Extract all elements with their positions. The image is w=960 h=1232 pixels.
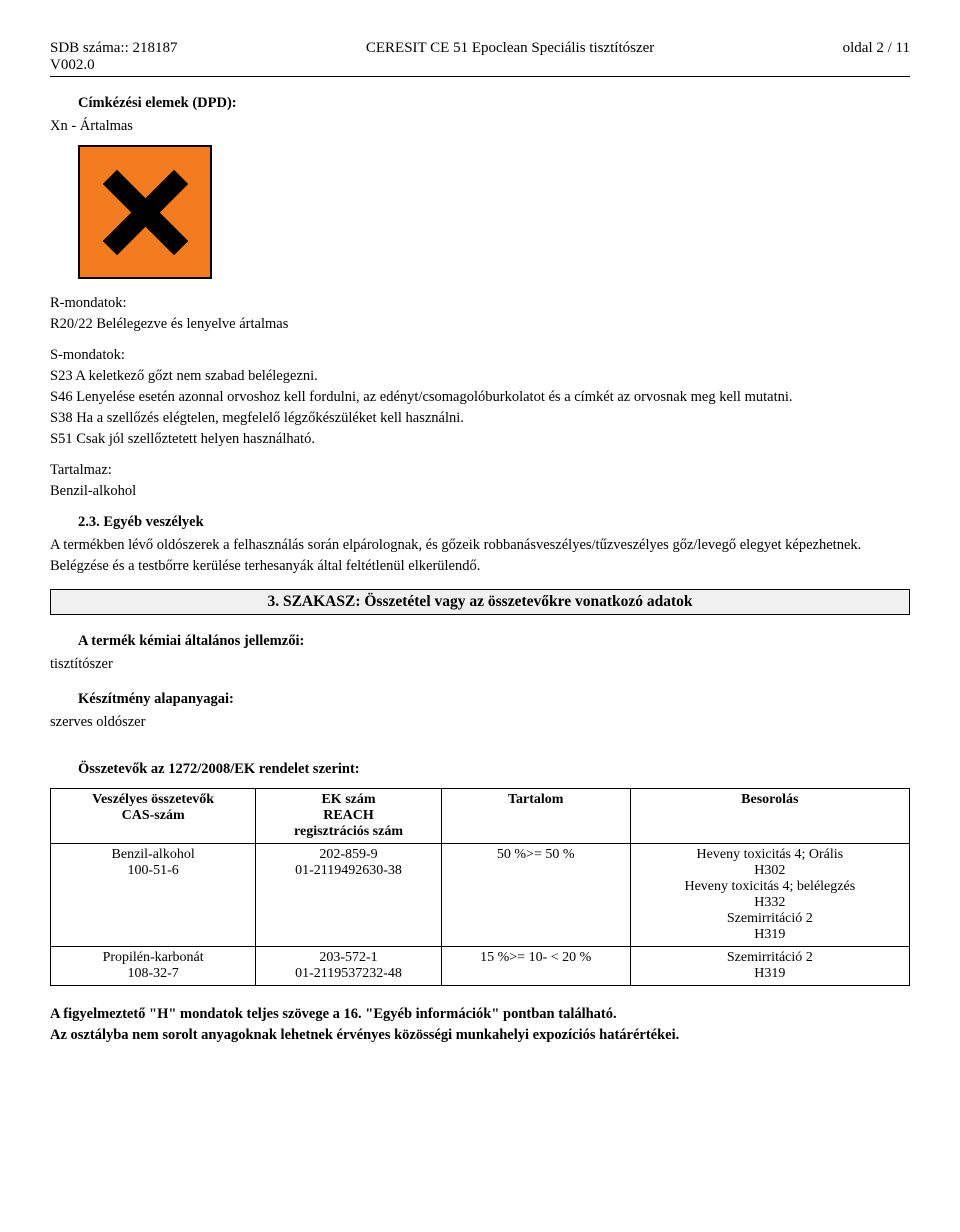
row0-c3: Heveny toxicitás 4; belélegzés	[684, 879, 855, 894]
row0-c6: H319	[754, 927, 785, 942]
table-header-row: Veszélyes összetevők CAS-szám EK szám RE…	[51, 789, 910, 844]
chem-char-value: tisztítószer	[50, 656, 910, 673]
cell-name: Benzil-alkohol 100-51-6	[51, 844, 256, 947]
col-content: Tartalom	[441, 789, 630, 844]
table-row: Propilén-karbonát 108-32-7 203-572-1 01-…	[51, 947, 910, 986]
col-h2a: EK szám	[321, 792, 375, 807]
footer-line2: Az osztályba nem sorolt anyagoknak lehet…	[50, 1027, 910, 1044]
row1-c1: Szemirritáció 2	[727, 950, 813, 965]
cell-class: Szemirritáció 2 H319	[630, 947, 909, 986]
r2022: R20/22 Belélegezve és lenyelve ártalmas	[50, 316, 910, 333]
col-h1b: CAS-szám	[122, 808, 185, 823]
basis-label: Készítmény alapanyagai:	[78, 691, 910, 708]
contains-item: Benzil-alkohol	[50, 483, 910, 500]
row1-reach: 01-2119537232-48	[295, 966, 402, 981]
doc-title: CERESIT CE 51 Epoclean Speciális tisztít…	[366, 40, 654, 56]
version: V002.0	[50, 57, 95, 73]
chem-char-label: A termék kémiai általános jellemzői:	[78, 633, 910, 650]
col-h2b: REACH	[323, 808, 374, 823]
row0-reach: 01-2119492630-38	[295, 863, 402, 878]
col-h2c: regisztrációs szám	[294, 824, 403, 839]
cell-ec: 203-572-1 01-2119537232-48	[256, 947, 442, 986]
header-divider	[50, 76, 910, 77]
contains-label: Tartalmaz:	[50, 462, 910, 479]
row1-c2: H319	[754, 966, 785, 981]
cell-class: Heveny toxicitás 4; Orális H302 Heveny t…	[630, 844, 909, 947]
page-header: SDB száma:: 218187 V002.0 CERESIT CE 51 …	[50, 40, 910, 74]
components-title: Összetevők az 1272/2008/EK rendelet szer…	[78, 761, 910, 778]
other-hazards-line1: A termékben lévő oldószerek a felhasznál…	[50, 537, 910, 554]
r-phrases-label: R-mondatok:	[50, 295, 910, 312]
row0-cas: 100-51-6	[127, 863, 178, 878]
row0-c2: H302	[754, 863, 785, 878]
dpd-classification: Xn - Ártalmas	[50, 118, 910, 135]
cell-content: 50 %>= 50 %	[441, 844, 630, 947]
page-number: oldal 2 / 11	[843, 40, 910, 56]
x-cross-icon	[98, 165, 193, 260]
s-phrases-label: S-mondatok:	[50, 347, 910, 364]
cell-name: Propilén-karbonát 108-32-7	[51, 947, 256, 986]
col-h1a: Veszélyes összetevők	[92, 792, 214, 807]
other-hazards-line2: Belégzése és a testbőrre kerülése terhes…	[50, 558, 910, 575]
other-hazards-title: 2.3. Egyéb veszélyek	[78, 514, 910, 531]
dpd-title: Címkézési elemek (DPD):	[78, 95, 910, 112]
col-hazardous: Veszélyes összetevők CAS-szám	[51, 789, 256, 844]
hazard-symbol-harmful	[78, 145, 212, 279]
s51: S51 Csak jól szellőztetett helyen haszná…	[50, 431, 910, 448]
table-row: Benzil-alkohol 100-51-6 202-859-9 01-211…	[51, 844, 910, 947]
cell-ec: 202-859-9 01-2119492630-38	[256, 844, 442, 947]
col-classification: Besorolás	[630, 789, 909, 844]
components-table: Veszélyes összetevők CAS-szám EK szám RE…	[50, 788, 910, 986]
row1-cas: 108-32-7	[127, 966, 178, 981]
row0-name: Benzil-alkohol	[112, 847, 195, 862]
row0-c5: Szemirritáció 2	[727, 911, 813, 926]
cell-content: 15 %>= 10- < 20 %	[441, 947, 630, 986]
row0-ec: 202-859-9	[319, 847, 377, 862]
basis-value: szerves oldószer	[50, 714, 910, 731]
s23: S23 A keletkező gőzt nem szabad belélege…	[50, 368, 910, 385]
s46: S46 Lenyelése esetén azonnal orvoshoz ke…	[50, 389, 910, 406]
row1-ec: 203-572-1	[319, 950, 377, 965]
row0-c4: H332	[754, 895, 785, 910]
s38: S38 Ha a szellőzés elégtelen, megfelelő …	[50, 410, 910, 427]
footer-line1: A figyelmeztető "H" mondatok teljes szöv…	[50, 1006, 910, 1023]
section3-heading: 3. SZAKASZ: Összetétel vagy az összetevő…	[50, 589, 910, 615]
row1-name: Propilén-karbonát	[103, 950, 204, 965]
row0-c1: Heveny toxicitás 4; Orális	[697, 847, 844, 862]
sdb-number: SDB száma:: 218187	[50, 40, 178, 56]
col-ec: EK szám REACH regisztrációs szám	[256, 789, 442, 844]
